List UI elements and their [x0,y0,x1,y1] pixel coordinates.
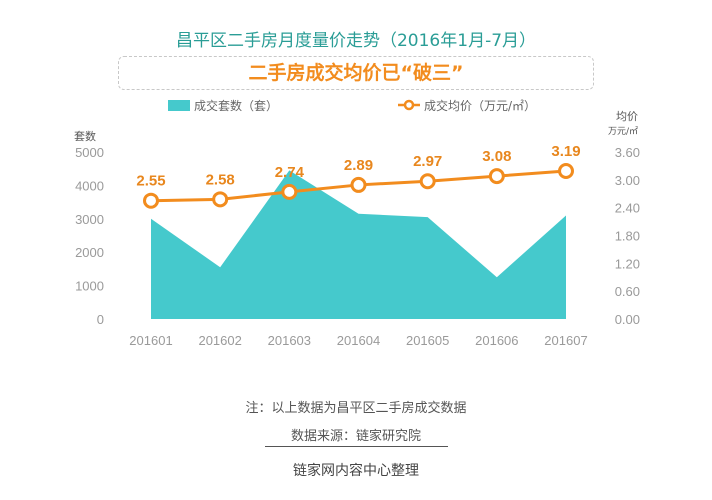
right-axis-title-line2: 万元/㎡ [608,127,639,137]
x-axis-tick-label: 201606 [475,333,518,348]
right-axis-tick-label: 0.00 [615,312,640,327]
right-axis-tick-label: 0.60 [615,284,640,299]
chart-title: 昌平区二手房月度量价走势（2016年1月-7月） [175,31,537,51]
price-data-label: 2.55 [136,173,165,190]
legend-item-volume: 成交套数（套） [168,96,278,114]
x-axis-tick-label: 201601 [129,333,172,348]
right-axis-tick-label: 3.00 [615,173,640,188]
price-data-label: 3.08 [482,148,511,165]
price-marker [419,173,436,190]
left-axis-tick-label: 4000 [75,178,104,193]
right-axis-tick-label: 3.60 [615,145,640,160]
footer-note: 注：以上数据为昌平区二手房成交数据 [245,401,467,416]
price-marker [281,183,298,200]
left-axis-tick-label: 0 [97,312,104,327]
legend-line-label: 成交均价（万元/㎡） [424,98,537,113]
legend-area-swatch [168,99,190,111]
price-data-label: 2.74 [275,164,305,181]
price-marker [558,163,574,180]
price-data-label: 2.97 [413,153,442,170]
footer-credit: 链家网内容中心整理 [293,463,419,479]
price-marker [350,176,367,193]
right-axis-tick-label: 1.20 [615,256,640,271]
price-marker [212,191,229,208]
legend-area-label: 成交套数（套） [194,98,279,113]
legend-line-swatch [398,99,420,111]
right-axis-tick-label: 1.80 [615,229,640,244]
chart-subtitle: 二手房成交均价已“破三” [118,56,594,90]
footer-source: 数据来源：链家研究院 [290,429,421,444]
x-axis-tick-label: 201607 [544,333,587,348]
price-data-label: 2.89 [344,157,373,174]
price-marker [143,192,159,209]
x-axis-tick-label: 201603 [268,333,311,348]
x-axis-tick-label: 201604 [337,333,380,348]
volume-area [151,170,566,319]
x-axis-tick-label: 201602 [198,333,241,348]
left-axis-tick-label: 2000 [75,245,104,260]
price-data-label: 3.19 [551,143,580,160]
left-axis-title: 套数 [74,130,96,143]
left-axis-tick-label: 5000 [75,145,104,160]
right-axis-title-line1: 均价 [616,110,638,123]
left-axis-tick-label: 3000 [75,212,104,227]
left-axis-tick-label: 1000 [75,279,104,294]
right-axis-tick-label: 2.40 [615,201,640,216]
legend-item-price: 成交均价（万元/㎡） [398,96,536,114]
price-data-label: 2.58 [206,171,235,188]
price-marker [488,168,505,185]
x-axis-tick-label: 201605 [406,333,449,348]
footer-divider [265,446,448,447]
